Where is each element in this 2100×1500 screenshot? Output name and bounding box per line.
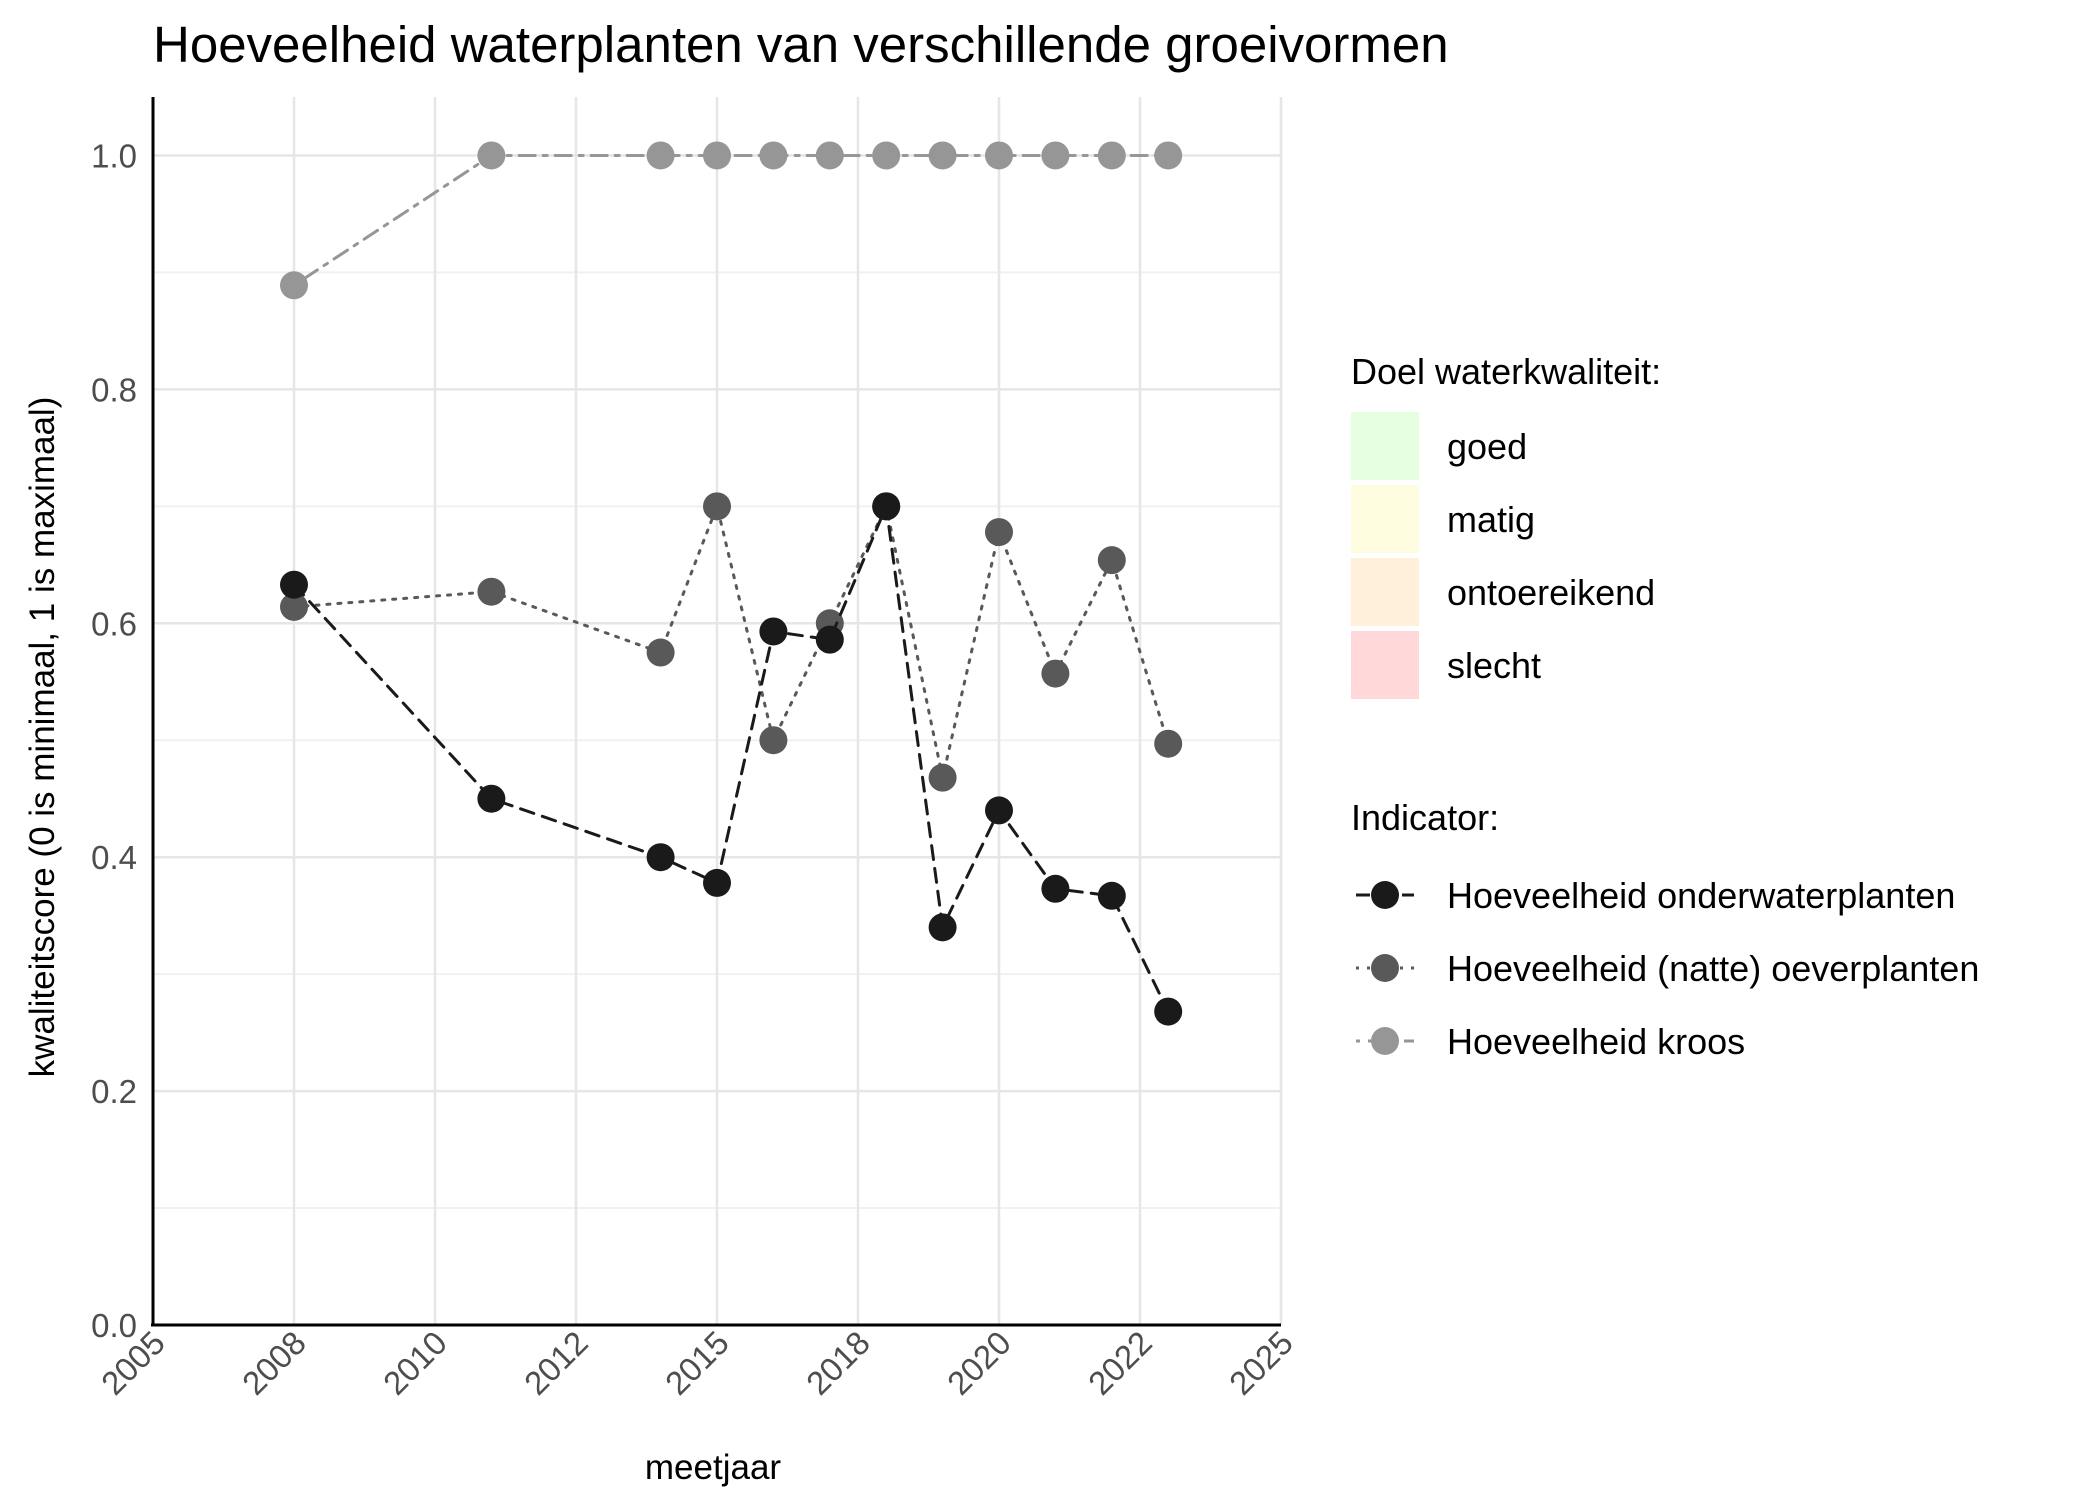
- series-line: [292, 154, 1170, 287]
- series-layer: [280, 141, 1183, 1026]
- legend-quality-swatch: [1351, 631, 1419, 699]
- y-tick-label: 0.2: [91, 1073, 137, 1110]
- data-point: [759, 141, 788, 170]
- data-point: [703, 492, 731, 521]
- legend-quality-swatch: [1351, 485, 1419, 553]
- x-axis-title: meetjaar: [645, 1448, 782, 1487]
- x-tick-label: 2010: [376, 1324, 454, 1402]
- legend-indicator-label: Hoeveelheid onderwaterplanten: [1447, 875, 1955, 916]
- data-point: [1041, 659, 1070, 688]
- x-tick-label: 2008: [235, 1324, 313, 1402]
- series-line: [292, 501, 1170, 779]
- series-line: [292, 500, 1170, 1014]
- series-hoeveelheid-natte-oeverplanten: [280, 492, 1183, 792]
- data-point: [985, 796, 1013, 825]
- y-tick-label: 0.4: [91, 839, 137, 876]
- data-point: [985, 518, 1013, 547]
- x-tick-label: 2025: [1222, 1324, 1300, 1402]
- data-point: [1154, 997, 1183, 1026]
- legend-quality-title: Doel waterkwaliteit:: [1351, 351, 1661, 392]
- x-tick-labels: 2005 2008 2010 2012 2015 2018 2020 2022 2025: [94, 1324, 1300, 1402]
- data-point: [985, 141, 1013, 170]
- x-tick-label: 2015: [658, 1324, 736, 1402]
- data-point: [1097, 546, 1126, 575]
- data-point: [646, 843, 675, 872]
- data-point: [703, 868, 731, 897]
- series-hoeveelheid-onderwaterplanten: [280, 492, 1183, 1026]
- data-point: [477, 577, 506, 606]
- data-point: [280, 570, 308, 599]
- data-point: [872, 141, 901, 170]
- data-point: [1041, 141, 1070, 170]
- y-tick-label: 0.6: [91, 605, 137, 642]
- data-point: [1097, 881, 1126, 910]
- y-tick-label: 0.8: [91, 371, 137, 408]
- legend-quality-label: goed: [1447, 426, 1527, 467]
- series-hoeveelheid-kroos: [280, 141, 1183, 300]
- data-point: [759, 617, 788, 646]
- y-tick-label: 1.0: [91, 137, 137, 174]
- legend-quality-swatch: [1351, 412, 1419, 480]
- legend-indicator-label: Hoeveelheid kroos: [1447, 1021, 1745, 1062]
- data-point: [815, 141, 844, 170]
- legend-indicator-label: Hoeveelheid (natte) oeverplanten: [1447, 948, 1979, 989]
- legend-indicator-marker: [1371, 1027, 1399, 1055]
- data-point: [815, 625, 844, 654]
- legend-quality: Doel waterkwaliteit: goed matig ontoereike…: [1351, 351, 1661, 699]
- x-tick-label: 2020: [940, 1324, 1018, 1402]
- data-point: [928, 913, 957, 942]
- x-tick-label: 2012: [517, 1324, 595, 1402]
- data-point: [1154, 729, 1183, 758]
- legend-indicator: Indicator: Hoeveelheid onderwaterplanten…: [1351, 797, 1979, 1062]
- legend-quality-label: ontoereikend: [1447, 572, 1655, 613]
- data-point: [759, 726, 788, 755]
- chart-title: Hoeveelheid waterplanten van verschillen…: [153, 16, 1449, 73]
- x-tick-label: 2018: [799, 1324, 877, 1402]
- gridlines: [151, 97, 1283, 1327]
- data-point: [477, 141, 506, 170]
- legend-quality-swatch: [1351, 558, 1419, 626]
- data-point: [280, 592, 308, 621]
- data-point: [1041, 874, 1070, 903]
- data-point: [646, 141, 675, 170]
- axes: [151, 97, 1281, 1327]
- data-point: [872, 492, 901, 521]
- data-point: [928, 763, 957, 792]
- data-point: [477, 784, 506, 813]
- y-axis-title: kwaliteitscore (0 is minimaal, 1 is maxi…: [23, 397, 62, 1078]
- legend-indicator-marker: [1371, 881, 1399, 909]
- data-point: [703, 141, 731, 170]
- legend-quality-label: matig: [1447, 499, 1535, 540]
- legend-indicator-title: Indicator:: [1351, 797, 1499, 838]
- data-point: [280, 271, 308, 300]
- data-point: [1154, 141, 1183, 170]
- data-point: [928, 141, 957, 170]
- legend-quality-label: slecht: [1447, 645, 1541, 686]
- y-tick-labels: 0.0 0.2 0.4 0.6 0.8 1.0: [91, 137, 137, 1344]
- data-point: [646, 638, 675, 667]
- data-point: [1097, 141, 1126, 170]
- legend-indicator-marker: [1371, 954, 1399, 982]
- x-tick-label: 2022: [1081, 1324, 1159, 1402]
- y-tick-label: 0.0: [91, 1307, 137, 1344]
